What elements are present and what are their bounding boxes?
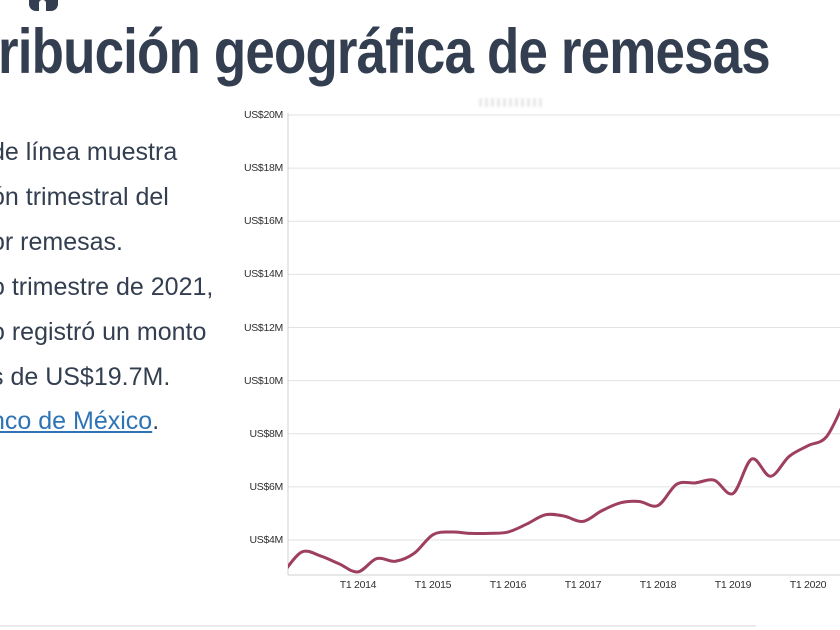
x-tick-label: T1 2020 — [789, 579, 827, 591]
source-period: . — [152, 407, 160, 435]
source-link[interactable]: nco de México — [0, 407, 153, 435]
x-tick-label: T1 2018 — [639, 579, 677, 591]
description-line: or remesas. — [0, 228, 123, 256]
description-line: ón trimestral del — [0, 183, 169, 211]
y-tick-label: US$18M — [243, 162, 283, 175]
x-tick-label: T1 2019 — [714, 579, 752, 591]
cropped-content-fragment — [29, 0, 58, 12]
x-tick-label: T1 2016 — [489, 579, 527, 591]
description-text: de línea muestra ón trimestral del or reme… — [0, 130, 291, 400]
x-tick-label: T1 2015 — [414, 579, 452, 591]
description-line: s de US$19.7M. — [0, 363, 171, 391]
remittance-series-line — [288, 407, 840, 574]
page-title: ribución geográfica de remesas — [0, 17, 771, 87]
y-tick-label: US$8M — [249, 427, 283, 440]
x-tick-label: T1 2017 — [564, 579, 602, 591]
source-line: nco de México. — [0, 407, 159, 436]
artifact-smudge — [479, 98, 543, 107]
description-line: de línea muestra — [0, 138, 178, 166]
y-tick-label: US$20M — [243, 109, 283, 121]
x-tick-label: T1 2014 — [339, 579, 377, 591]
description-line: o registró un monto — [0, 318, 207, 346]
y-tick-label: US$10M — [243, 374, 283, 387]
y-tick-label: US$4M — [249, 534, 283, 546]
y-tick-label: US$12M — [243, 321, 283, 334]
y-tick-label: US$16M — [243, 215, 283, 228]
bottom-divider — [0, 625, 756, 627]
description-line: o trimestre de 2021, — [0, 273, 214, 301]
y-tick-label: US$14M — [243, 268, 283, 281]
y-tick-label: US$6M — [249, 480, 283, 493]
